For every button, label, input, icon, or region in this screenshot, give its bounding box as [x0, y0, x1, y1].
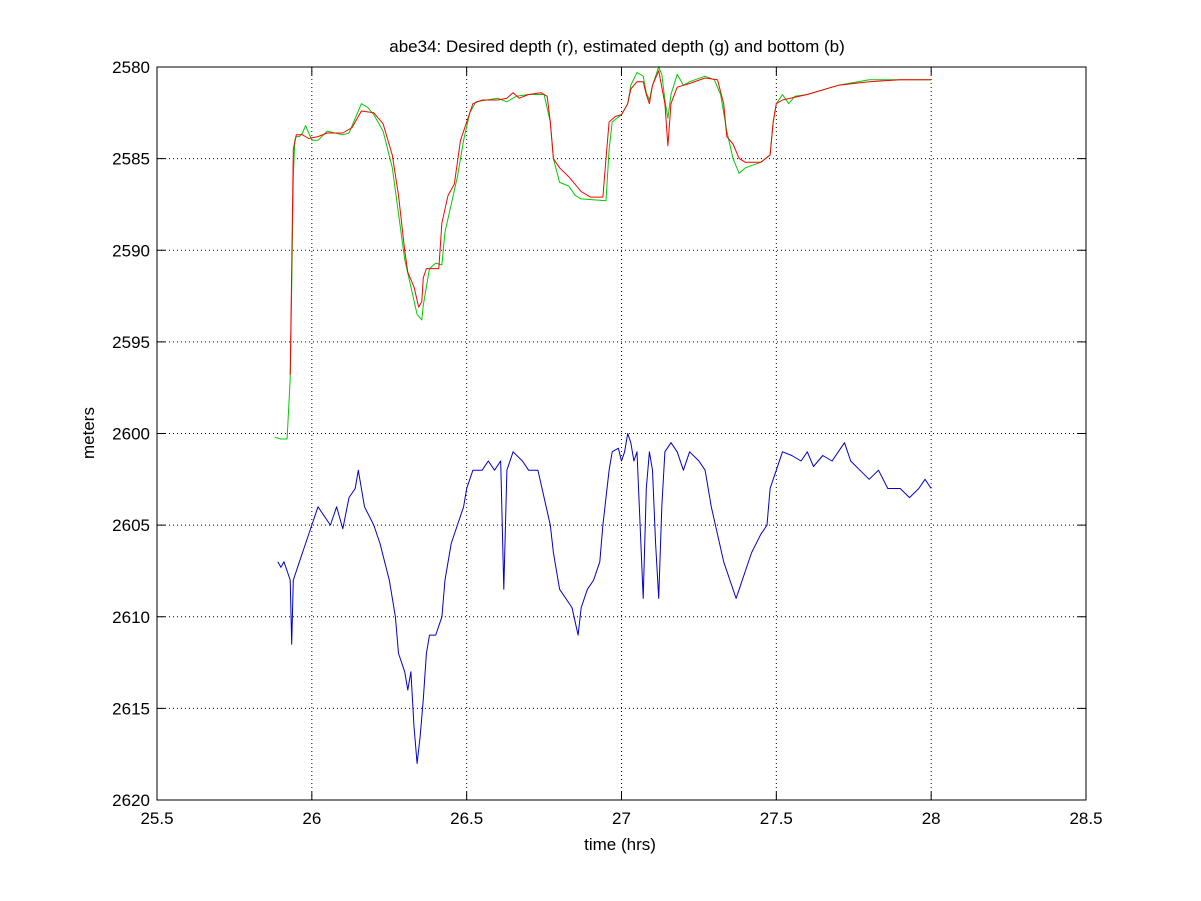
x-tick-label: 28.5	[1069, 809, 1102, 828]
y-axis-label: meters	[79, 407, 98, 459]
x-tick-label: 27.5	[760, 809, 793, 828]
x-tick-label: 27	[612, 809, 631, 828]
y-tick-label: 2590	[112, 241, 150, 260]
grid	[157, 67, 1086, 800]
x-tick-label: 25.5	[140, 809, 173, 828]
plot-area	[156, 66, 1087, 801]
series-layer	[274, 66, 932, 764]
y-tick-label: 2605	[112, 516, 150, 535]
bottom-depth-line	[277, 433, 932, 764]
y-tick-label: 2580	[112, 58, 150, 77]
y-tick-label: 2585	[112, 150, 150, 169]
x-tick-label: 28	[922, 809, 941, 828]
desired-depth-line	[289, 70, 932, 375]
x-tick-label: 26	[302, 809, 321, 828]
axis-ticks	[156, 66, 1087, 801]
y-tick-label: 2610	[112, 608, 150, 627]
y-tick-label: 2600	[112, 425, 150, 444]
chart-title: abe34: Desired depth (r), estimated dept…	[389, 37, 844, 56]
y-axis-tick-labels: 2580 2585 2590 2595 2600 2605 2610 2615 2620	[112, 58, 150, 810]
y-tick-label: 2620	[112, 791, 150, 810]
x-tick-label: 26.5	[450, 809, 483, 828]
x-axis-label: time (hrs)	[584, 835, 656, 854]
x-axis-tick-labels: 25.5 26 26.5 27 27.5 28 28.5	[140, 809, 1102, 828]
y-tick-label: 2595	[112, 333, 150, 352]
y-tick-label: 2615	[112, 699, 150, 718]
